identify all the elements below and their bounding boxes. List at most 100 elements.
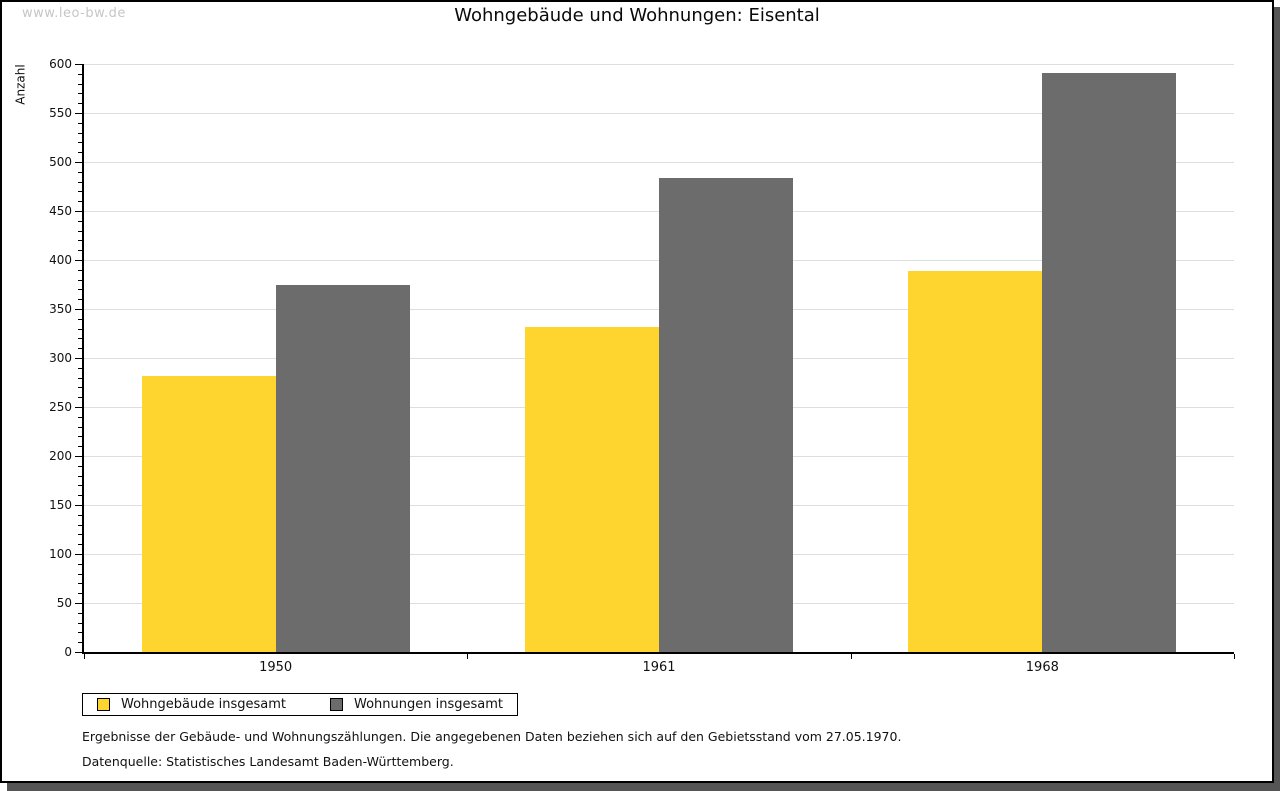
y-minor-tick [78,397,82,399]
y-gridline [84,162,1234,163]
y-tick-label: 200 [49,449,72,463]
y-major-tick [75,162,82,163]
y-tick-label: 500 [49,155,72,169]
bar [525,326,659,652]
y-tick-label: 150 [49,498,72,512]
y-minor-tick [78,612,82,614]
y-minor-tick [78,593,82,595]
y-minor-tick [78,573,82,575]
y-minor-tick [78,73,82,75]
y-minor-tick [78,465,82,467]
y-minor-tick [78,348,82,350]
page-shadow-right [1274,7,1280,791]
x-tick-label: 1968 [1025,660,1059,675]
y-minor-tick [78,220,82,222]
legend-item: Wohnungen insgesamt [330,697,503,712]
y-tick-label: 350 [49,302,72,316]
y-minor-tick [78,171,82,173]
y-minor-tick [78,269,82,271]
y-major-tick [75,554,82,555]
y-tick-label: 50 [56,596,72,610]
y-minor-tick [78,426,82,428]
y-minor-tick [78,436,82,438]
y-minor-tick [78,583,82,585]
x-axis-line [82,652,1234,654]
x-tick-label: 1950 [259,660,293,675]
y-tick-label: 0 [64,645,72,659]
y-major-tick [75,505,82,506]
y-major-tick [75,407,82,408]
bar [1042,72,1177,652]
y-minor-tick [78,514,82,516]
y-minor-tick [78,230,82,232]
y-minor-tick [78,416,82,418]
y-minor-tick [78,495,82,497]
x-boundary-tick [84,654,85,659]
x-boundary-tick [1234,654,1235,659]
legend: Wohngebäude insgesamt Wohnungen insgesamt [82,693,518,716]
y-major-tick [75,652,82,653]
y-major-tick [75,603,82,604]
bar [908,270,1043,652]
legend-item: Wohngebäude insgesamt [97,697,286,712]
y-minor-tick [78,201,82,203]
y-minor-tick [78,632,82,634]
y-minor-tick [78,152,82,154]
chart-title: Wohngebäude und Wohnungen: Eisental [454,5,820,26]
footnote-datenquelle: Datenquelle: Statistisches Landesamt Bad… [82,754,454,769]
y-minor-tick [78,446,82,448]
y-minor-tick [78,534,82,536]
y-tick-label: 600 [49,57,72,71]
y-minor-tick [78,642,82,644]
y-major-tick [75,113,82,114]
y-minor-tick [78,240,82,242]
y-minor-tick [78,367,82,369]
legend-swatch [97,698,110,711]
watermark: www.leo-bw.de [22,6,126,21]
y-minor-tick [78,279,82,281]
y-major-tick [75,456,82,457]
y-minor-tick [78,181,82,183]
x-tick-label: 1961 [642,660,676,675]
legend-label: Wohnungen insgesamt [354,697,503,712]
x-boundary-tick [850,654,852,659]
y-minor-tick [78,377,82,379]
y-tick-label: 100 [49,547,72,561]
y-minor-tick [78,328,82,330]
legend-label: Wohngebäude insgesamt [121,697,286,712]
y-tick-label: 250 [49,400,72,414]
bar [275,285,410,652]
y-minor-tick [78,250,82,252]
y-minor-tick [78,387,82,389]
y-major-tick [75,260,82,261]
y-minor-tick [78,524,82,526]
y-minor-tick [78,338,82,340]
page-shadow-bottom [7,783,1274,791]
y-minor-tick [78,622,82,624]
y-minor-tick [78,103,82,105]
y-minor-tick [78,93,82,95]
y-gridline [84,113,1234,114]
y-minor-tick [78,318,82,320]
y-gridline [84,64,1234,65]
y-minor-tick [78,122,82,124]
x-boundary-tick [467,654,469,659]
y-minor-tick [78,475,82,477]
y-minor-tick [78,544,82,546]
y-tick-label: 550 [49,106,72,120]
y-minor-tick [78,299,82,301]
y-minor-tick [78,485,82,487]
footnote-gebietsstand: Ergebnisse der Gebäude- und Wohnungszähl… [82,729,902,744]
y-minor-tick [78,142,82,144]
y-minor-tick [78,83,82,85]
y-tick-label: 450 [49,204,72,218]
y-tick-label: 400 [49,253,72,267]
y-minor-tick [78,289,82,291]
plot-area: 0 50 100 150 200 250 300 350 400 450 500 550 600 1950… [49,57,1235,675]
bar [659,177,793,652]
y-major-tick [75,211,82,212]
y-minor-tick [78,132,82,134]
y-major-tick [75,309,82,310]
y-axis-label: Anzahl [13,64,28,105]
